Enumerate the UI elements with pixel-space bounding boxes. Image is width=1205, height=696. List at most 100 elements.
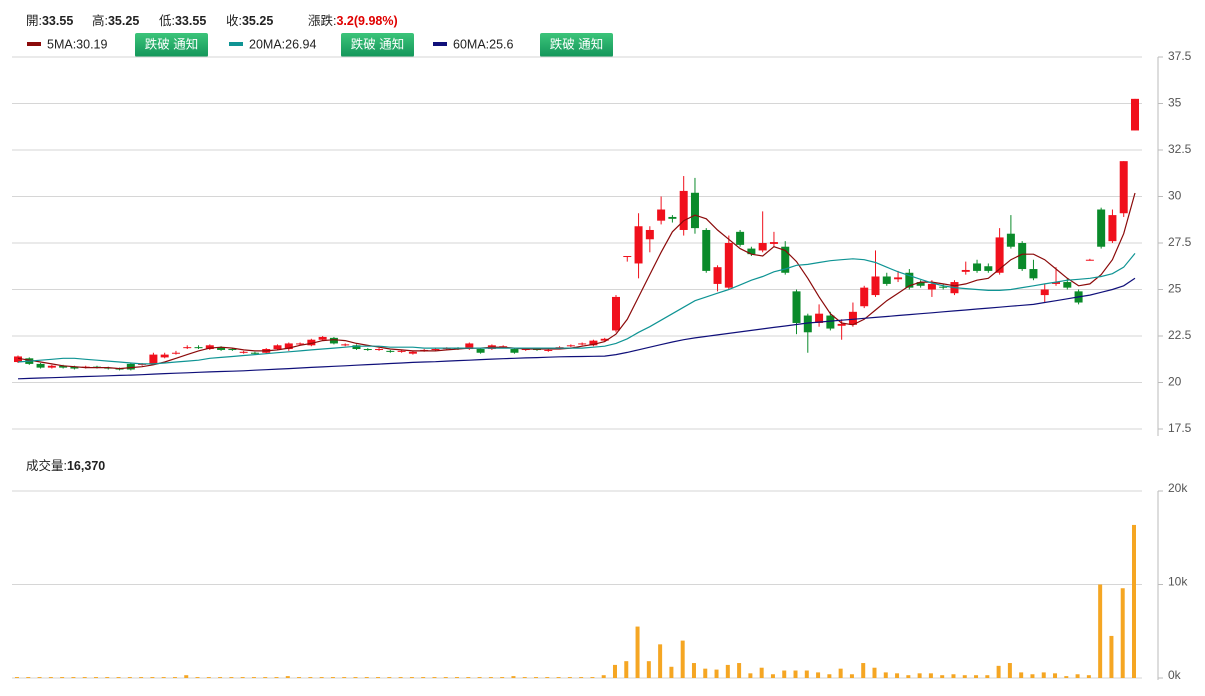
header-label: 收: [226,14,242,28]
candle-body [228,349,237,351]
legend-label: 60MA:25.6 [453,37,514,51]
candle-body [578,343,587,345]
alert-button[interactable]: 跌破 通知 [341,33,414,57]
volume-bar [511,676,516,678]
volume-bar [1086,675,1091,678]
y-tick-label: 37.5 [1168,49,1192,63]
header-item: 高:35.25 [92,13,139,28]
y-tick-label: 17.5 [1168,421,1192,435]
y-tick-label: 0k [1168,668,1182,682]
candle-body [645,229,654,240]
candle-body [973,263,982,271]
candle-body [431,349,440,351]
candle-body [927,283,936,290]
volume-bar [906,675,911,678]
candle-body [36,363,45,368]
volume-bar [1053,673,1058,678]
candle-body [747,248,756,255]
volume-bar [545,677,550,678]
candle-body [284,343,293,350]
candle-body [47,365,56,368]
y-tick-label: 27.5 [1168,235,1192,249]
candle-body [1029,269,1038,279]
volume-bar [297,677,302,678]
volume-bar [1064,676,1069,678]
button-label: 跌破 通知 [145,36,198,51]
volume-bar [15,677,19,678]
volume-bar [500,677,505,678]
header-value: 35.25 [242,14,273,28]
candle-body [1131,98,1139,131]
candle-body [860,287,869,307]
volume-bar [229,677,234,678]
candle-body [736,231,745,245]
volume-bar [522,677,527,678]
ma-line [17,192,1136,370]
volume-bar [567,677,572,678]
alert-button[interactable]: 跌破 通知 [540,33,613,57]
volume-bar [1109,635,1114,678]
volume-value: 16,370 [67,459,105,473]
volume-bar [635,626,640,678]
candle-body [544,349,553,351]
volume-bar [477,677,482,678]
volume-bar [285,676,290,678]
header-item: 開:33.55 [26,14,73,28]
button-bg [341,33,414,57]
volume-bar [93,677,98,678]
alert-button[interactable]: 跌破 通知 [135,33,208,57]
volume-bar [1030,674,1035,678]
volume-bar [883,672,888,678]
volume-bar [432,677,437,678]
y-tick-label: 25 [1168,282,1182,296]
volume-bar [116,677,121,678]
candle-body [611,296,620,331]
candle-body [781,246,790,273]
button-label: 跌破 通知 [550,36,603,51]
candle-body [871,276,880,296]
candle-body [296,343,305,345]
header-item: 收:35.25 [226,14,273,28]
legend-label: 5MA:30.19 [47,37,108,51]
volume-bar [330,677,335,678]
candle-body [566,345,575,347]
candle-body [702,229,711,271]
legend-label: 20MA:26.94 [249,37,316,51]
candle-body [713,267,722,284]
candle-body [149,354,158,364]
volume-bar [962,675,967,678]
volume-bar [996,665,1001,678]
volume-bar [601,675,606,678]
candle-body [848,311,857,325]
candle-body [724,243,733,288]
y-tick-label: 22.5 [1168,328,1192,342]
volume-bar [274,677,279,678]
volume-bar [48,677,53,678]
header-value: 35.25 [108,14,139,28]
volume-bar [319,677,324,678]
candle-body [905,272,914,288]
candle-body [1018,243,1027,270]
y-tick-label: 20 [1168,375,1182,389]
volume-bar [26,677,31,678]
volume-bar [1120,588,1125,678]
volume-label: 成交量: [26,458,67,473]
volume-bar [1075,674,1080,678]
button-label: 跌破 通知 [351,36,404,51]
candle-body [758,243,767,251]
volume-bar [251,677,256,678]
volume-bar [827,674,832,678]
volume-bar [105,677,110,678]
candle-body [363,349,372,351]
volume-bar [60,677,65,678]
volume-bar [691,663,696,678]
ma-line [17,253,1136,365]
volume-bar [421,677,426,678]
volume-bar [1132,524,1136,678]
ma-line [17,277,1136,380]
candle-body [690,192,699,229]
volume-bar [1019,672,1024,678]
volume-bar [342,677,347,678]
volume-bar [951,674,956,678]
